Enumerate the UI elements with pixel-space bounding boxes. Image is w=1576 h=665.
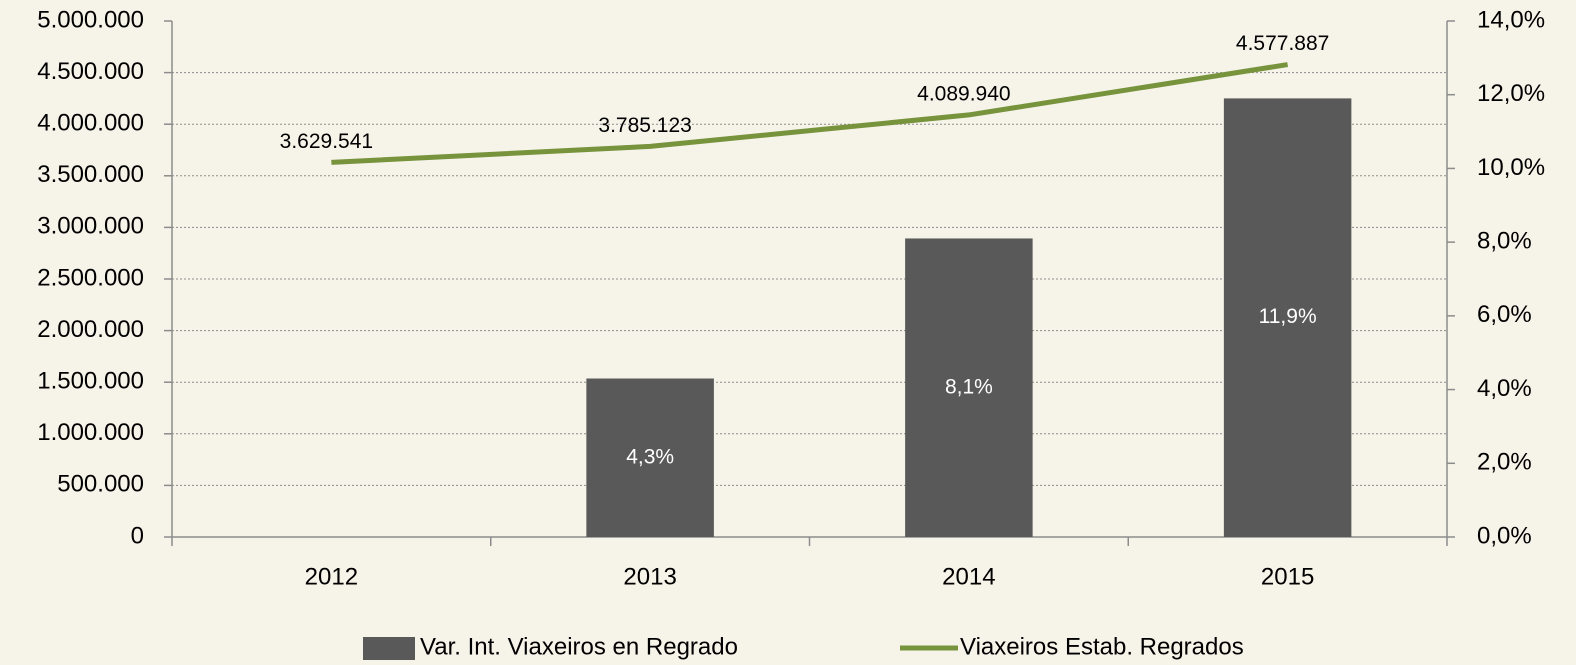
y2-tick-label: 14,0% — [1477, 6, 1545, 33]
y-tick-label: 500.000 — [57, 471, 144, 498]
y-tick-label: 2.000.000 — [37, 316, 144, 343]
y-tick-label: 2.500.000 — [37, 264, 144, 291]
line-value-label: 3.629.541 — [280, 130, 373, 153]
y-tick-label: 4.000.000 — [37, 110, 144, 137]
y-tick-label: 3.000.000 — [37, 213, 144, 240]
legend-label: Viaxeiros Estab. Regrados — [960, 633, 1244, 660]
bar — [586, 378, 714, 537]
y-tick-label: 0 — [131, 522, 144, 549]
y-tick-label: 3.500.000 — [37, 161, 144, 188]
x-tick-label: 2015 — [1261, 563, 1314, 590]
y2-tick-label: 4,0% — [1477, 375, 1532, 402]
line-value-label: 4.089.940 — [917, 82, 1010, 105]
bar-value-label: 4,3% — [626, 445, 674, 468]
y-tick-label: 5.000.000 — [37, 6, 144, 33]
y2-tick-label: 8,0% — [1477, 227, 1532, 254]
bar — [905, 238, 1033, 537]
line-value-label: 3.785.123 — [598, 114, 691, 137]
x-tick-label: 2013 — [623, 563, 676, 590]
y-tick-label: 1.500.000 — [37, 368, 144, 395]
bar-value-label: 8,1% — [945, 375, 993, 398]
x-tick-label: 2014 — [942, 563, 995, 590]
line — [331, 62, 1289, 165]
y2-tick-label: 10,0% — [1477, 154, 1545, 181]
bar — [1223, 98, 1352, 538]
line-value-label: 4.577.887 — [1236, 32, 1329, 55]
y-tick-label: 1.000.000 — [37, 419, 144, 446]
legend-swatch — [363, 637, 415, 660]
legend-label: Var. Int. Viaxeiros en Regrado — [420, 633, 738, 660]
y2-tick-label: 2,0% — [1477, 449, 1532, 476]
y2-tick-label: 12,0% — [1477, 80, 1545, 107]
y2-tick-label: 6,0% — [1477, 301, 1532, 328]
x-tick-label: 2012 — [305, 563, 358, 590]
y-tick-label: 4.500.000 — [37, 58, 144, 85]
bar-value-label: 11,9% — [1259, 305, 1317, 328]
y2-tick-label: 0,0% — [1477, 522, 1532, 549]
